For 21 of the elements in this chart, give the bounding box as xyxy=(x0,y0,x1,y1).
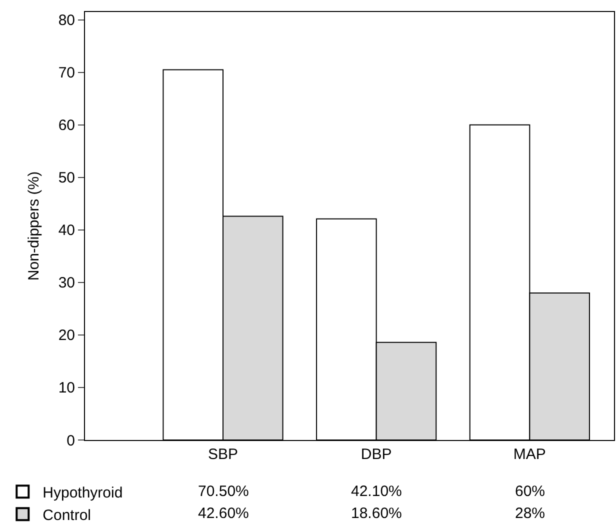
data-label: 18.60% xyxy=(351,505,402,522)
y-tick-label: 20 xyxy=(58,327,75,344)
x-tick-label: MAP xyxy=(513,446,546,463)
y-tick-label: 50 xyxy=(58,170,75,187)
legend-label: Hypothyroid xyxy=(42,484,123,502)
y-tick-label: 80 xyxy=(58,12,75,30)
x-tick-label: SBP xyxy=(208,446,238,463)
y-tick-label: 70 xyxy=(58,64,75,82)
data-label: 42.60% xyxy=(198,505,249,522)
y-tick-label: 10 xyxy=(58,380,75,397)
y-tick-label: 0 xyxy=(66,432,75,450)
y-tick-label: 40 xyxy=(58,222,75,240)
data-label: 70.50% xyxy=(198,483,249,500)
y-tick-label: 30 xyxy=(58,274,75,292)
legend-label: Control xyxy=(42,507,92,524)
x-tick-label: DBP xyxy=(360,446,392,463)
data-label: 28% xyxy=(515,505,546,522)
data-label: 60% xyxy=(515,483,546,500)
y-axis-title: Non-dippers (%) xyxy=(26,171,43,281)
y-tick-label: 60 xyxy=(58,117,75,134)
data-label: 42.10% xyxy=(351,483,402,500)
